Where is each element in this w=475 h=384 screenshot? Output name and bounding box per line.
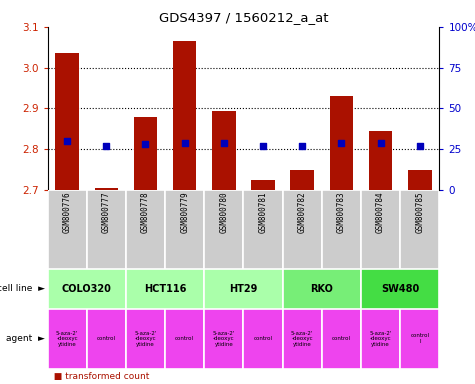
- Bar: [322, 309, 361, 369]
- Text: 5-aza-2'
-deoxyc
ytidine: 5-aza-2' -deoxyc ytidine: [370, 331, 392, 347]
- Text: 5-aza-2'
-deoxyc
ytidine: 5-aza-2' -deoxyc ytidine: [291, 331, 314, 347]
- Bar: [243, 190, 283, 269]
- Text: GSM800783: GSM800783: [337, 192, 346, 233]
- Text: control: control: [97, 336, 116, 341]
- Text: GSM800779: GSM800779: [180, 192, 189, 233]
- Bar: [408, 170, 431, 190]
- Bar: [361, 269, 439, 309]
- Text: GSM800780: GSM800780: [219, 192, 228, 233]
- Bar: [251, 180, 275, 190]
- Point: [181, 140, 189, 146]
- Bar: [400, 190, 439, 269]
- Text: HT29: HT29: [229, 284, 257, 294]
- Text: 5-aza-2'
-deoxyc
ytidine: 5-aza-2' -deoxyc ytidine: [213, 331, 235, 347]
- Bar: [134, 117, 157, 190]
- Bar: [290, 170, 314, 190]
- Text: SW480: SW480: [381, 284, 419, 294]
- Bar: [165, 309, 204, 369]
- Bar: [126, 269, 204, 309]
- Title: GDS4397 / 1560212_a_at: GDS4397 / 1560212_a_at: [159, 11, 328, 24]
- Bar: [173, 41, 197, 190]
- Text: control: control: [175, 336, 194, 341]
- Text: GSM800776: GSM800776: [63, 192, 72, 233]
- Bar: [48, 269, 126, 309]
- Bar: [322, 190, 361, 269]
- Bar: [283, 309, 322, 369]
- Bar: [361, 309, 400, 369]
- Point: [338, 140, 345, 146]
- Text: cell line  ►: cell line ►: [0, 285, 45, 293]
- Bar: [55, 53, 79, 190]
- Bar: [400, 309, 439, 369]
- Point: [103, 143, 110, 149]
- Bar: [204, 190, 243, 269]
- Text: GSM800781: GSM800781: [258, 192, 267, 233]
- Bar: [165, 190, 204, 269]
- Point: [220, 140, 228, 146]
- Point: [259, 143, 267, 149]
- Text: RKO: RKO: [310, 284, 333, 294]
- Bar: [369, 131, 392, 190]
- Bar: [48, 309, 86, 369]
- Text: 5-aza-2'
-deoxyc
ytidine: 5-aza-2' -deoxyc ytidine: [134, 331, 157, 347]
- Text: GSM800777: GSM800777: [102, 192, 111, 233]
- Bar: [204, 309, 243, 369]
- Bar: [95, 188, 118, 190]
- Text: GSM800785: GSM800785: [415, 192, 424, 233]
- Text: ■ transformed count: ■ transformed count: [48, 372, 149, 381]
- Bar: [126, 309, 165, 369]
- Text: GSM800782: GSM800782: [298, 192, 307, 233]
- Point: [298, 143, 306, 149]
- Point: [377, 140, 384, 146]
- Text: GSM800778: GSM800778: [141, 192, 150, 233]
- Point: [63, 138, 71, 144]
- Bar: [212, 111, 236, 190]
- Bar: [283, 269, 361, 309]
- Bar: [126, 190, 165, 269]
- Text: agent  ►: agent ►: [6, 334, 45, 343]
- Bar: [283, 190, 322, 269]
- Text: control
l: control l: [410, 333, 429, 344]
- Bar: [86, 190, 126, 269]
- Bar: [361, 190, 400, 269]
- Text: 5-aza-2'
-deoxyc
ytidine: 5-aza-2' -deoxyc ytidine: [56, 331, 78, 347]
- Text: COLO320: COLO320: [62, 284, 112, 294]
- Text: GSM800784: GSM800784: [376, 192, 385, 233]
- Point: [416, 143, 424, 149]
- Bar: [48, 190, 86, 269]
- Text: HCT116: HCT116: [144, 284, 186, 294]
- Text: control: control: [254, 336, 273, 341]
- Point: [142, 141, 149, 147]
- Bar: [204, 269, 283, 309]
- Bar: [86, 309, 126, 369]
- Bar: [243, 309, 283, 369]
- Bar: [330, 96, 353, 190]
- Text: control: control: [332, 336, 351, 341]
